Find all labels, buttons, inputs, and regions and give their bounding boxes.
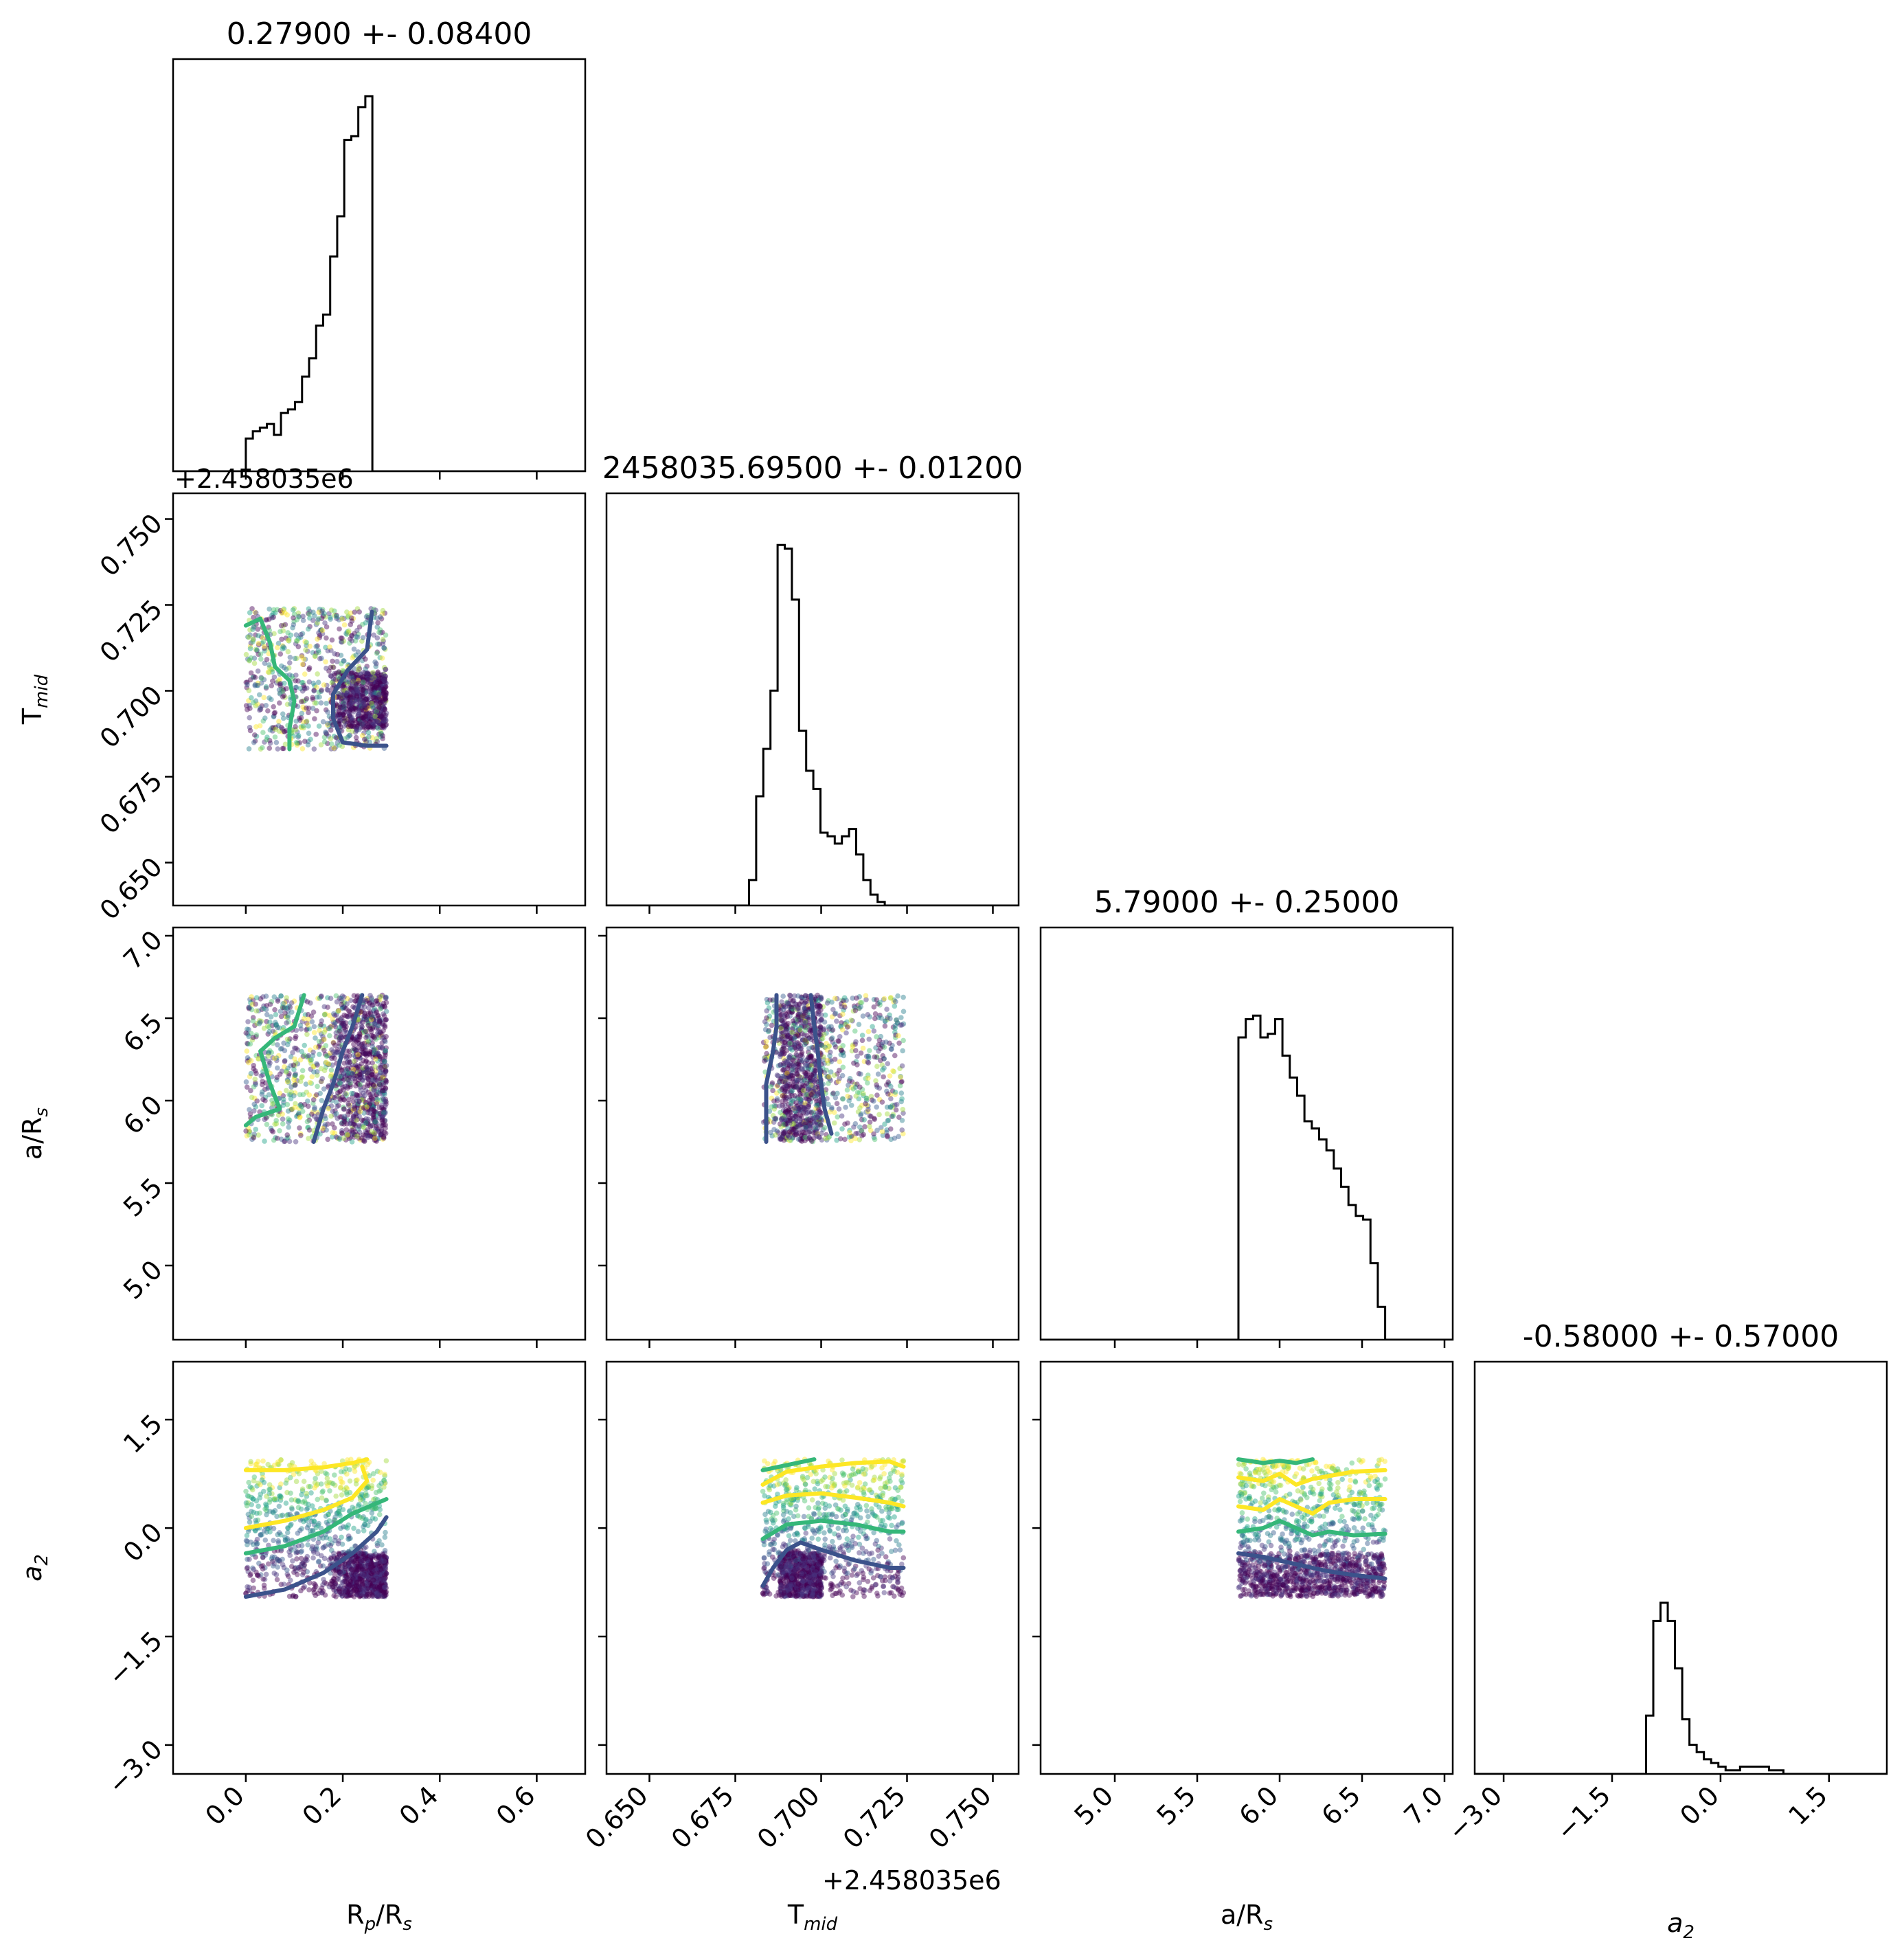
x-tick-label: 5.5 — [1151, 1780, 1202, 1831]
x-tick-label: 0.725 — [837, 1780, 911, 1854]
panel-frame — [172, 926, 587, 1341]
y-tick-label: 0.700 — [94, 679, 168, 754]
panel-frame — [172, 58, 587, 473]
contour-line — [243, 1457, 370, 1472]
axis-label-tmid: Tmid — [17, 674, 52, 725]
y-tick-label: 0.0 — [117, 1517, 168, 1568]
axis-label-a2: a2 — [1667, 1908, 1695, 1943]
x-tick-label: 0.750 — [923, 1780, 997, 1854]
panel-frame — [172, 1360, 587, 1775]
y-tick-label: 7.0 — [117, 925, 168, 976]
contour-line — [243, 616, 297, 752]
contour-line — [760, 1457, 817, 1472]
contour-line — [760, 1491, 906, 1509]
scatter-panel-tmid-ars — [598, 926, 1020, 1348]
x-tick-label: 6.0 — [1234, 1780, 1284, 1831]
sample-points — [243, 992, 389, 1145]
contour-line — [1236, 1497, 1387, 1516]
histogram-line — [1041, 1014, 1453, 1340]
x-tick-label: 0.675 — [666, 1780, 740, 1854]
histogram-line — [1475, 1601, 1887, 1774]
x-tick-label: 1.5 — [1782, 1780, 1833, 1831]
x-tick-label: 5.0 — [1069, 1780, 1120, 1831]
x-tick-label: −3.0 — [1442, 1780, 1508, 1846]
panel-frame — [605, 1360, 1020, 1775]
contour-line — [760, 1518, 906, 1541]
contour-line — [330, 609, 389, 748]
x-tick-label: 0.0 — [1674, 1780, 1725, 1831]
panel-frame — [1039, 926, 1454, 1341]
contour-line — [1236, 1468, 1387, 1487]
scatter-panel-rp-a2: 0.0 0.2 0.4 0.6 −3.0 −1.5 0.0 1.5 — [102, 1360, 587, 1831]
x-tick-label: 0.4 — [394, 1780, 444, 1831]
y-tick-label: 6.0 — [117, 1090, 168, 1140]
axis-label-tmid: Tmid — [787, 1900, 838, 1935]
panel-frame — [605, 926, 1020, 1341]
contour-line — [760, 1459, 906, 1487]
contour-line — [760, 1540, 906, 1588]
y-tick-label: 0.750 — [94, 508, 168, 582]
contour-line — [311, 993, 365, 1144]
panel-frame — [605, 492, 1020, 907]
axis-label-a2: a2 — [17, 1554, 52, 1582]
contour-line — [1236, 1518, 1387, 1538]
y-tick-label: 0.725 — [94, 594, 168, 668]
axis-label-ars: a/Rs — [1221, 1900, 1273, 1935]
panel-title: 5.79000 +- 0.25000 — [1094, 885, 1400, 920]
panel-title: -0.58000 +- 0.57000 — [1523, 1319, 1839, 1354]
contour-line — [808, 993, 834, 1136]
panel-frame — [1473, 1360, 1888, 1775]
contour-line — [1236, 1551, 1387, 1581]
panel-title: 2458035.69500 +- 0.01200 — [602, 451, 1023, 486]
scatter-panel-rp-tmid: 0.650 0.675 0.700 0.725 0.750 — [94, 492, 587, 925]
x-tick-label: 0.2 — [297, 1780, 348, 1831]
y-tick-label: 5.5 — [117, 1172, 168, 1223]
contour-line — [243, 1497, 389, 1555]
sample-points — [760, 992, 907, 1145]
contour-line — [1236, 1457, 1315, 1465]
y-tick-label: 0.675 — [94, 765, 168, 840]
histogram-panel-a2: -0.58000 +- 0.57000 −3.0 −1.5 0.0 1.5 — [1442, 1319, 1888, 1847]
x-tick-label: 6.5 — [1316, 1780, 1367, 1831]
y-tick-label: 6.5 — [117, 1007, 168, 1058]
x-tick-label: 0.650 — [580, 1780, 654, 1854]
y-tick-label: 5.0 — [117, 1255, 168, 1305]
panel-frame — [172, 492, 587, 907]
axis-label-ars: a/Rs — [17, 1108, 52, 1160]
scatter-panel-rp-ars: 5.0 5.5 6.0 6.5 7.0 — [117, 925, 587, 1348]
contour-line — [243, 1515, 389, 1599]
histogram-panel-rp: 0.27900 +- 0.08400 — [172, 16, 587, 480]
x-tick-label: −1.5 — [1550, 1780, 1616, 1846]
sample-points — [243, 605, 389, 752]
contour-line — [243, 993, 306, 1127]
y-tick-label: 1.5 — [117, 1408, 168, 1459]
contour-line — [243, 1464, 370, 1531]
scatter-panel-tmid-a2: 0.650 0.675 0.700 0.725 0.750 — [580, 1360, 1020, 1854]
y-tick-label: −1.5 — [102, 1626, 168, 1691]
histogram-line — [607, 543, 1019, 906]
x-tick-label: 0.6 — [490, 1780, 541, 1831]
panel-frame — [1039, 1360, 1454, 1775]
panel-title: 0.27900 +- 0.08400 — [227, 16, 532, 52]
x-tick-label: 7.0 — [1398, 1780, 1449, 1831]
histogram-panel-ars: 5.79000 +- 0.25000 — [1039, 885, 1454, 1348]
y-tick-label: 0.650 — [94, 851, 168, 925]
x-tick-label: 0.700 — [751, 1780, 826, 1854]
histogram-line — [173, 95, 585, 471]
offset-label-y: +2.458035e6 — [174, 464, 354, 494]
contour-line — [764, 993, 779, 1144]
offset-label-x: +2.458035e6 — [822, 1865, 1001, 1896]
y-tick-label: −3.0 — [102, 1734, 168, 1800]
x-tick-label: 0.0 — [199, 1780, 250, 1831]
histogram-panel-tmid: 2458035.69500 +- 0.01200 — [602, 451, 1023, 914]
scatter-panel-ars-a2: 5.0 5.5 6.0 6.5 7.0 — [1032, 1360, 1454, 1831]
axis-label-rp: Rp/Rs — [346, 1900, 412, 1935]
